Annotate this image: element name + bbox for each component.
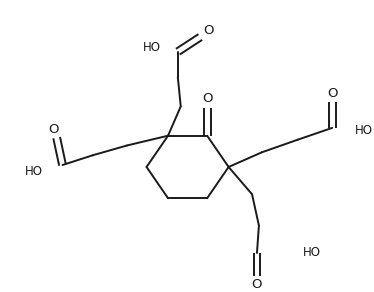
Text: HO: HO — [142, 41, 160, 54]
Text: O: O — [202, 92, 212, 105]
Text: HO: HO — [355, 124, 373, 137]
Text: HO: HO — [25, 165, 43, 178]
Text: O: O — [203, 24, 213, 37]
Text: O: O — [252, 278, 262, 291]
Text: O: O — [49, 123, 59, 136]
Text: O: O — [327, 87, 337, 100]
Text: HO: HO — [303, 246, 321, 260]
